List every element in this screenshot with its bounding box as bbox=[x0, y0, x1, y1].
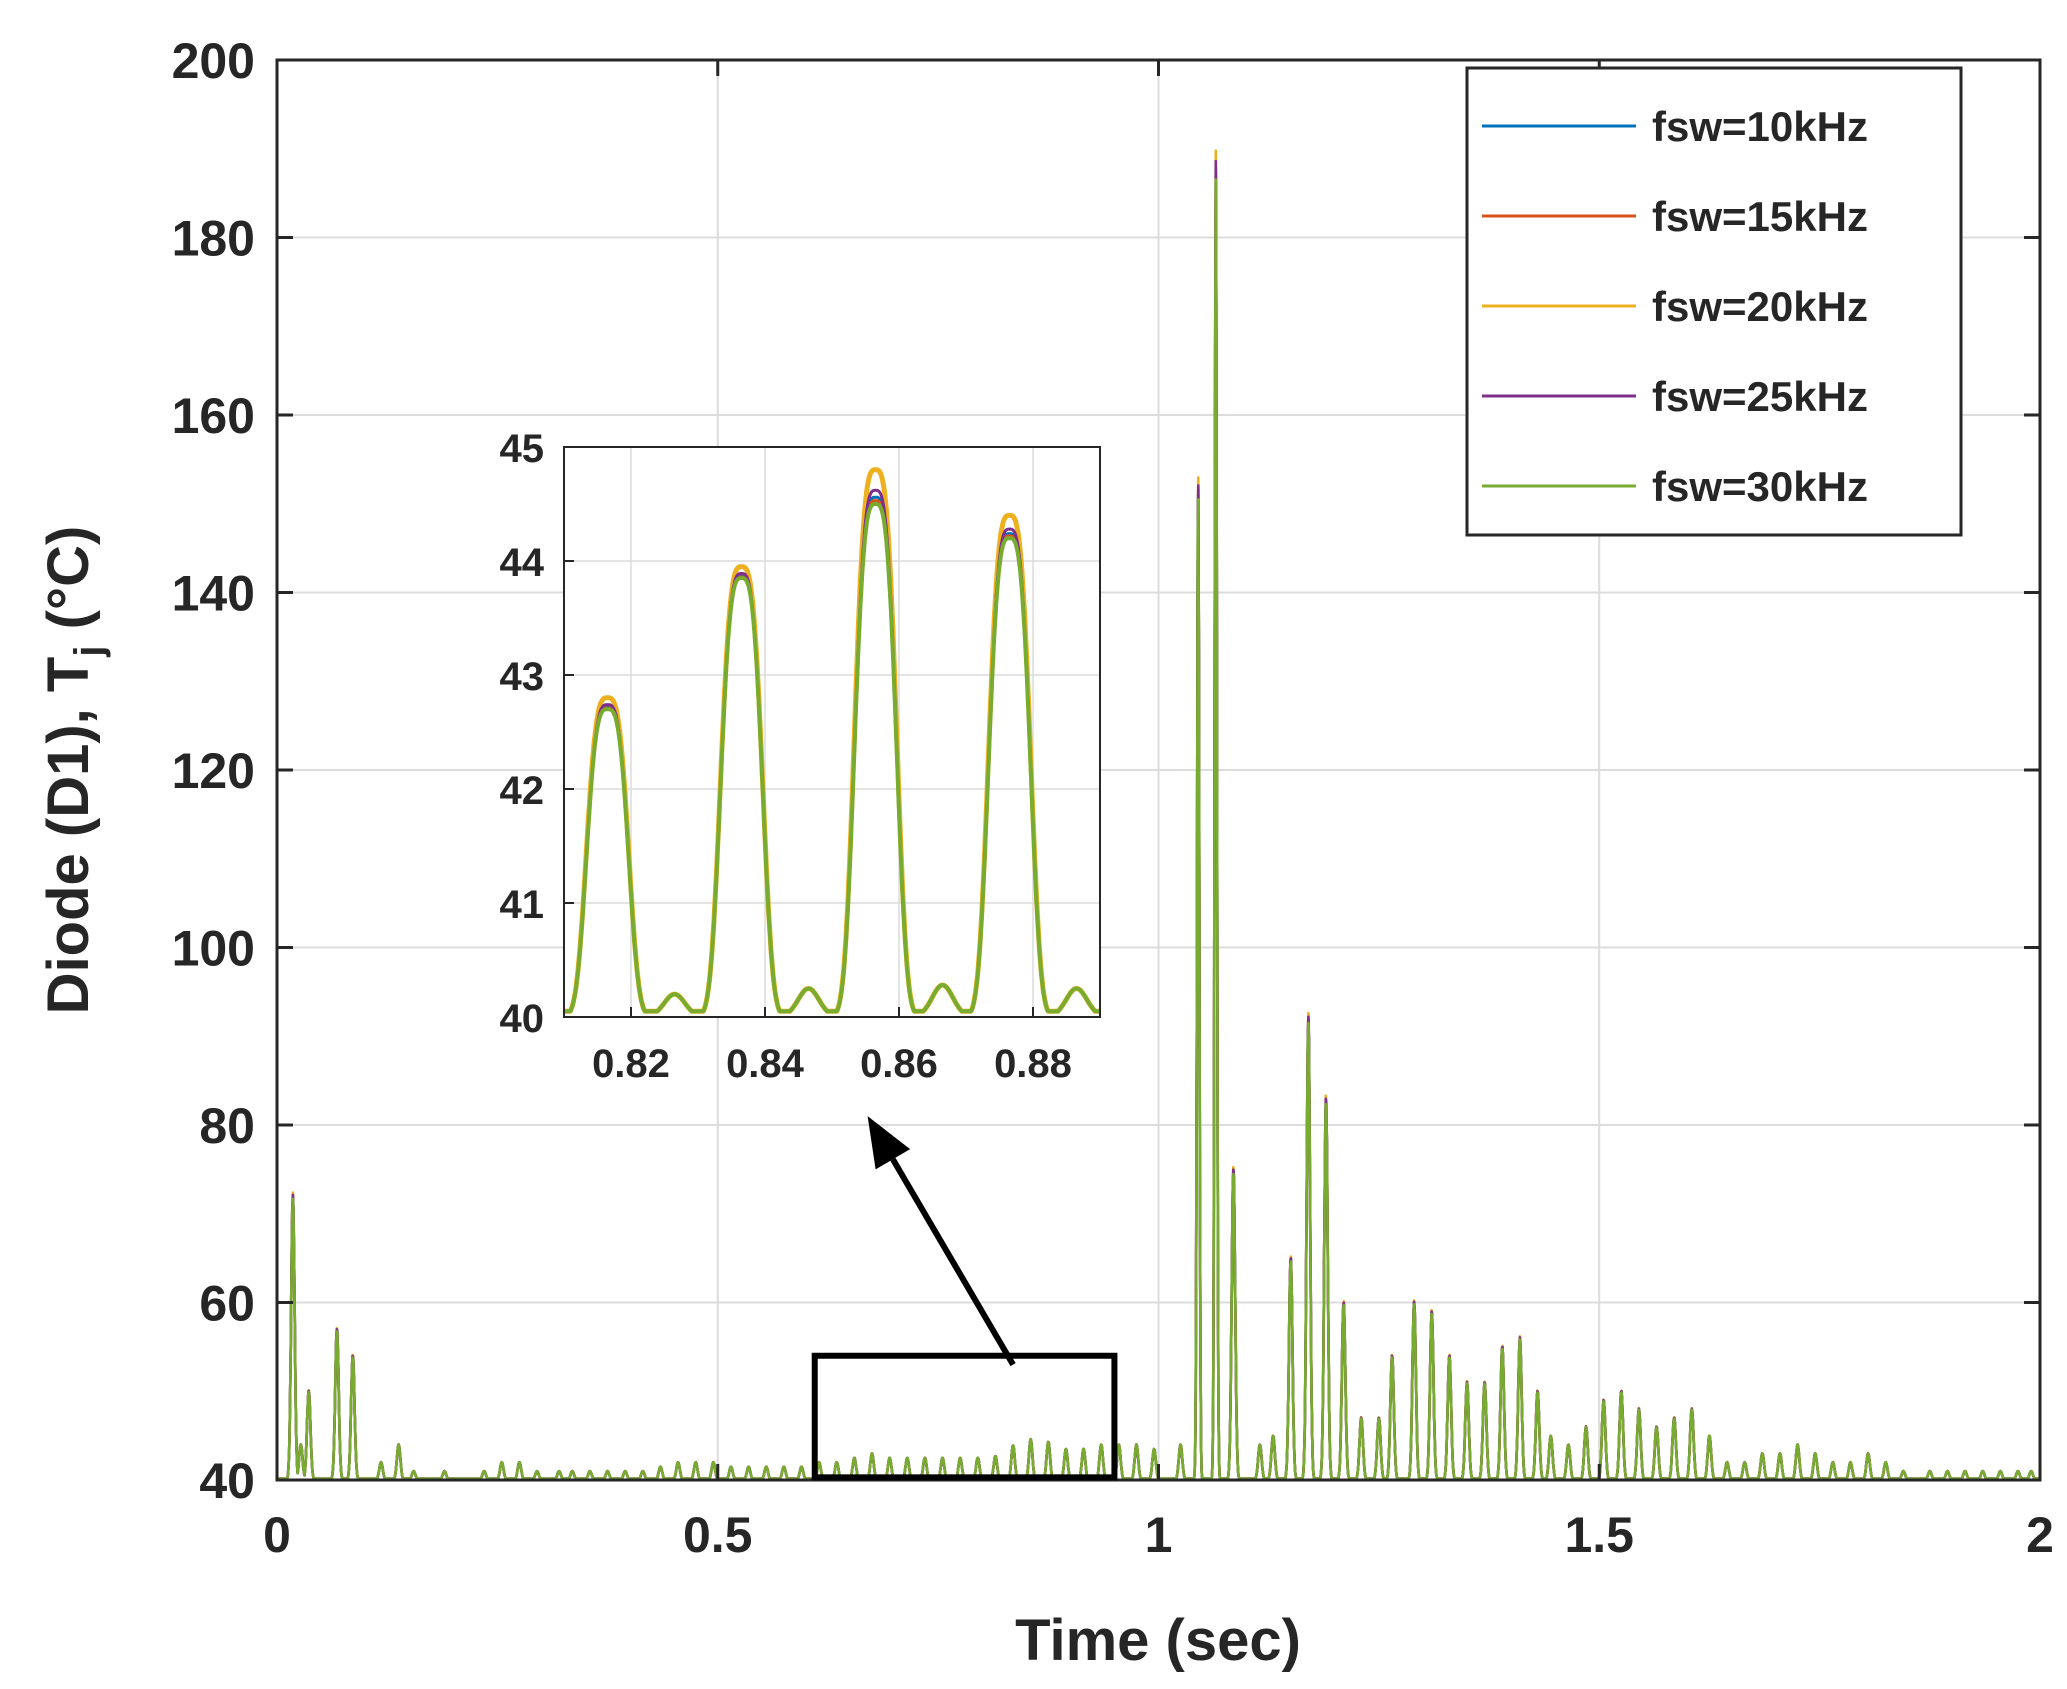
legend-label-2: fsw=20kHz bbox=[1652, 283, 1868, 330]
main-x-tick-label: 1 bbox=[1145, 1507, 1173, 1563]
main-y-tick-label: 80 bbox=[199, 1098, 255, 1154]
inset-x-tick-label: 0.84 bbox=[726, 1042, 805, 1086]
main-x-tick-label: 0 bbox=[263, 1507, 291, 1563]
inset-axes: 0.82 0.84 0.86 0.88 40 41 42 43 44 45 bbox=[500, 427, 1102, 1086]
inset-y-tick-label: 42 bbox=[500, 769, 545, 813]
y-axis-title-main: Diode (D1), T bbox=[36, 657, 101, 1015]
main-y-tick-label: 140 bbox=[172, 566, 255, 622]
y-axis-title-suffix: (°C) bbox=[36, 526, 101, 646]
y-axis-title: Diode (D1), Tj (°C) bbox=[36, 526, 111, 1015]
main-x-tick-label: 1.5 bbox=[1564, 1507, 1634, 1563]
zoom-arrow-shaft bbox=[890, 1157, 1016, 1367]
legend-items: fsw=10kHz fsw=15kHz fsw=20kHz fsw=25kHz fsw=… bbox=[1482, 103, 1868, 510]
legend-label-1: fsw=15kHz bbox=[1652, 193, 1868, 240]
y-axis-title-subscript: j bbox=[67, 646, 111, 658]
main-y-tick-label: 60 bbox=[199, 1276, 255, 1332]
main-x-tick-label: 2 bbox=[2026, 1507, 2054, 1563]
main-x-tick-labels: 0 0.5 1 1.5 2 bbox=[263, 1507, 2054, 1563]
x-axis-title: Time (sec) bbox=[1015, 1608, 1301, 1673]
main-y-tick-label: 180 bbox=[172, 211, 255, 267]
inset-x-tick-label: 0.82 bbox=[592, 1042, 670, 1086]
inset-y-tick-labels: 40 41 42 43 44 45 bbox=[500, 427, 545, 1041]
zoom-arrow-head bbox=[867, 1116, 911, 1170]
main-y-tick-label: 120 bbox=[172, 743, 255, 799]
inset-axes-box bbox=[563, 446, 1101, 1018]
main-y-tick-label: 160 bbox=[172, 388, 255, 444]
inset-y-tick-label: 40 bbox=[500, 997, 545, 1041]
inset-y-tick-label: 41 bbox=[500, 883, 545, 927]
legend-label-4: fsw=30kHz bbox=[1652, 463, 1868, 510]
legend-box bbox=[1465, 66, 1963, 537]
legend: fsw=10kHz fsw=15kHz fsw=20kHz fsw=25kHz fsw=… bbox=[1465, 66, 1963, 537]
main-ticks bbox=[275, 58, 2042, 1482]
main-y-tick-label: 100 bbox=[172, 921, 255, 977]
main-y-tick-label: 40 bbox=[199, 1453, 255, 1509]
legend-label-3: fsw=25kHz bbox=[1652, 373, 1868, 420]
main-y-tick-label: 200 bbox=[172, 33, 255, 89]
main-x-tick-label: 0.5 bbox=[683, 1507, 753, 1563]
legend-label-0: fsw=10kHz bbox=[1652, 103, 1868, 150]
inset-series-line-fsw-30khz bbox=[562, 502, 1102, 1014]
main-y-tick-labels: 40 60 80 100 120 140 160 180 200 bbox=[172, 33, 255, 1509]
inset-y-tick-label: 44 bbox=[500, 541, 545, 585]
inset-y-tick-label: 45 bbox=[500, 427, 545, 471]
inset-ticks bbox=[564, 446, 1034, 1018]
inset-x-tick-labels: 0.82 0.84 0.86 0.88 bbox=[592, 1042, 1072, 1086]
inset-plot-area bbox=[564, 447, 1100, 1017]
inset-y-tick-label: 43 bbox=[500, 655, 545, 699]
inset-lines bbox=[562, 467, 1102, 1014]
inset-x-tick-label: 0.88 bbox=[994, 1042, 1072, 1086]
inset-x-tick-label: 0.86 bbox=[860, 1042, 938, 1086]
zoom-box bbox=[811, 1352, 1118, 1481]
